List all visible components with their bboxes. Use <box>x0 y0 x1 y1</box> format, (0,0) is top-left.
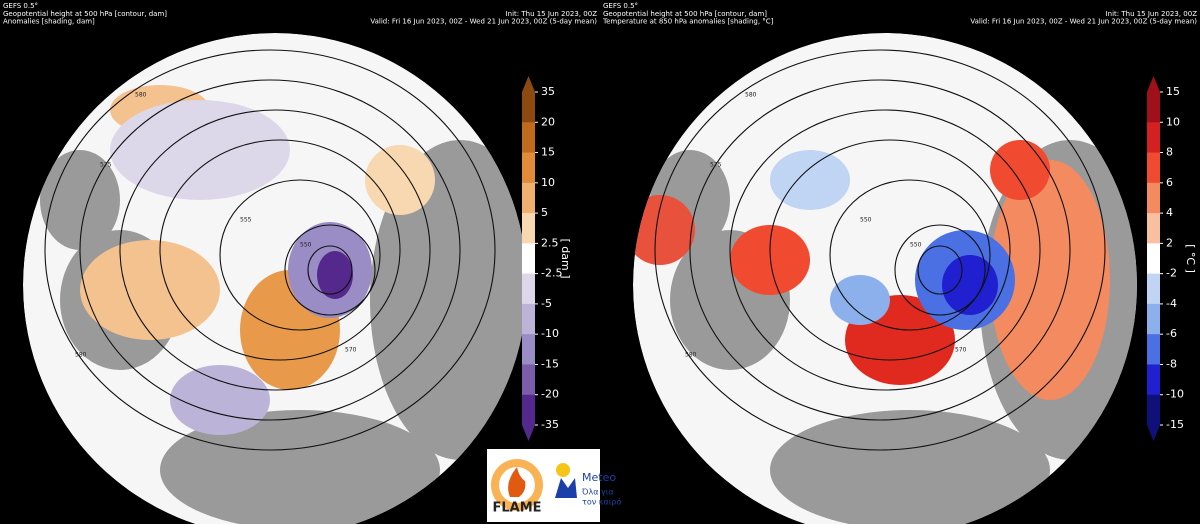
valid: Valid: Fri 16 Jun 2023, 00Z - Wed 21 Jun… <box>970 18 1197 26</box>
colorbar-unit: [ °C ] <box>1184 244 1197 273</box>
subtitle: Geopotential height at 500 hPa [contour,… <box>3 10 167 18</box>
colorbar-label: -2 <box>1166 267 1177 280</box>
colorbar-end <box>522 425 535 441</box>
colorbar-label: -35 <box>541 418 559 431</box>
colorbar-segment <box>1147 182 1160 214</box>
colorbar-segment <box>522 213 535 244</box>
colorbar-segment <box>522 182 535 214</box>
colorbar-end <box>1147 76 1160 92</box>
colorbar-label: -10 <box>1166 388 1184 401</box>
colorbar-segment <box>522 273 535 305</box>
colorbar-segment <box>1147 334 1160 365</box>
tagline: Όλα για <box>581 487 614 497</box>
colorbar-segment <box>1147 394 1160 426</box>
logo: FLAME Meteo Όλα για τον καιρό <box>487 449 621 522</box>
colorbar-label: 2.5 <box>541 236 559 249</box>
contour-label: 575 <box>710 162 722 169</box>
subtitle: Temperature at 850 hPa anomalies [shadin… <box>602 18 774 26</box>
contour-label: 555 <box>240 217 252 224</box>
tagline: τον καιρό <box>582 497 621 507</box>
colorbar-label: -10 <box>541 327 559 340</box>
colorbar-segment <box>522 243 535 275</box>
colorbar-segment <box>1147 122 1160 154</box>
colorbar-segment <box>1147 303 1160 335</box>
colorbar-label: 6 <box>1166 176 1173 189</box>
colorbar-segment <box>1147 213 1160 244</box>
contour-label: 580 <box>75 352 87 359</box>
colorbar-label: -8 <box>1166 357 1177 370</box>
contour-label: 570 <box>345 347 357 354</box>
contour-label: 580 <box>745 92 757 99</box>
colorbar-label: 10 <box>541 176 555 189</box>
colorbar-label: 20 <box>541 115 555 128</box>
colorbar-segment <box>1147 364 1160 396</box>
colorbar-label: 15 <box>1166 85 1180 98</box>
colorbar-label: 35 <box>541 85 555 98</box>
contour-label: 550 <box>860 217 872 224</box>
subtitle: Anomalies [shading, dam] <box>3 18 95 26</box>
colorbar-label: -15 <box>541 357 559 370</box>
meteo-logo: Meteo <box>582 471 616 484</box>
colorbar-end <box>1147 425 1160 441</box>
colorbar-label: -4 <box>1166 297 1177 310</box>
contour-label: 580 <box>685 352 697 359</box>
colorbar-segment <box>522 92 535 123</box>
colorbar-segment <box>522 394 535 426</box>
colorbar-segment <box>522 334 535 365</box>
colorbar-label: 4 <box>1166 206 1173 219</box>
init: Init: Thu 15 Jun 2023, 00Z <box>1106 10 1198 18</box>
model: GEFS 0.5° <box>603 2 638 10</box>
valid: Valid: Fri 16 Jun 2023, 00Z - Wed 21 Jun… <box>370 18 597 26</box>
colorbar-label: 10 <box>1166 115 1180 128</box>
colorbar-segment <box>1147 243 1160 275</box>
colorbar-label: -5 <box>541 297 552 310</box>
map-left: 580 575 580 550 555 570 <box>23 33 527 524</box>
colorbar-segment <box>1147 152 1160 184</box>
colorbar-label: -15 <box>1166 418 1184 431</box>
colorbar-label: 15 <box>541 146 555 159</box>
colorbar-end <box>522 76 535 92</box>
colorbar-segment <box>1147 273 1160 305</box>
colorbar-segment <box>522 303 535 335</box>
contour-label: 580 <box>135 92 147 99</box>
colorbar-label: -6 <box>1166 327 1177 340</box>
init: Init: Thu 15 Jun 2023, 00Z <box>506 10 598 18</box>
colorbar-label: 2 <box>1166 236 1173 249</box>
colorbar-segment <box>1147 92 1160 123</box>
colorbar-segment <box>522 364 535 396</box>
subtitle: Geopotential height at 500 hPa [contour,… <box>603 10 767 18</box>
colorbar-label: 5 <box>541 206 548 219</box>
colorbar-segment <box>522 152 535 184</box>
colorbar-label: -20 <box>541 388 559 401</box>
contour-label: 550 <box>910 242 922 249</box>
flame-logo: FLAME <box>492 501 541 516</box>
colorbar-label: -2.5 <box>541 267 562 280</box>
colorbar-label: 8 <box>1166 146 1173 159</box>
contour-label: 575 <box>100 162 112 169</box>
colorbar-segment <box>522 122 535 154</box>
colorbar-unit: [ dam ] <box>559 238 572 278</box>
contour-label: 570 <box>955 347 967 354</box>
model: GEFS 0.5° <box>3 2 38 10</box>
map-right: 580 575 580 550 550 570 <box>633 33 1137 524</box>
contour-label: 550 <box>300 242 312 249</box>
